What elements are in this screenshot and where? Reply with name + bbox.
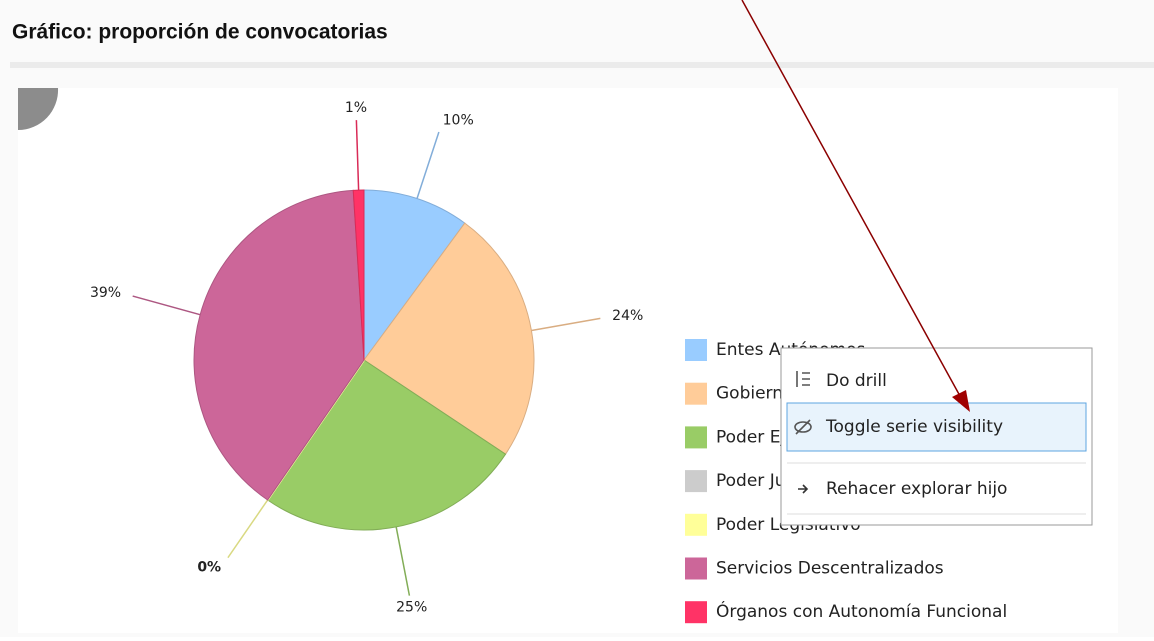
eye-icon [794,421,812,433]
arrow-line [741,0,961,397]
leader-line [531,317,601,332]
legend-swatch [685,513,707,536]
menu-item[interactable]: Toggle serie visibility [786,402,1087,452]
leader-line [132,295,201,316]
data-label: 10% [443,113,474,129]
legend-label: Órganos con Autonomía Funcional [716,600,1007,622]
legend-swatch [685,339,707,361]
context-menu: Do drill Toggle serie visibility Rehacer… [780,347,1093,526]
data-label: 25% [396,599,427,615]
corner-button[interactable] [18,88,59,131]
legend-label: Servicios Descentralizados [716,559,944,579]
data-label: 39% [90,285,121,301]
menu-item[interactable]: Do drill [796,371,887,391]
annotation-arrow [741,0,970,412]
menu-item-label[interactable]: Rehacer explorar hijo [826,479,1007,499]
legend-swatch [685,470,707,493]
leader-line [355,120,360,191]
arrow-head [952,390,970,412]
legend-swatch [685,601,707,624]
legend-swatch [685,382,707,405]
legend-swatch [685,557,707,580]
legend-swatch [685,426,707,449]
menu-highlight [786,402,1087,452]
chart-title: Gráfico: proporción de convocatorias [12,21,388,44]
pie: 10% 24% 25% 0% 39% 1% [90,100,643,615]
pie-slice [363,222,535,455]
leader-line [227,499,269,559]
menu-item-label[interactable]: Toggle serie visibility [825,417,1003,437]
leader-line [416,131,440,199]
pie-slice [266,359,507,531]
data-label: 0% [197,560,221,576]
menu-item-label[interactable]: Do drill [826,371,887,391]
header-border [10,62,1154,68]
leader-line [395,526,411,596]
data-label: 1% [345,100,367,116]
arrow-icon [798,484,809,494]
pie-slice [193,189,365,501]
pie-slice [363,189,466,362]
drill-icon [796,371,810,387]
menu-item[interactable]: Rehacer explorar hijo [798,479,1007,499]
eye-icon-slash [795,419,811,435]
data-label: 24% [612,308,643,324]
